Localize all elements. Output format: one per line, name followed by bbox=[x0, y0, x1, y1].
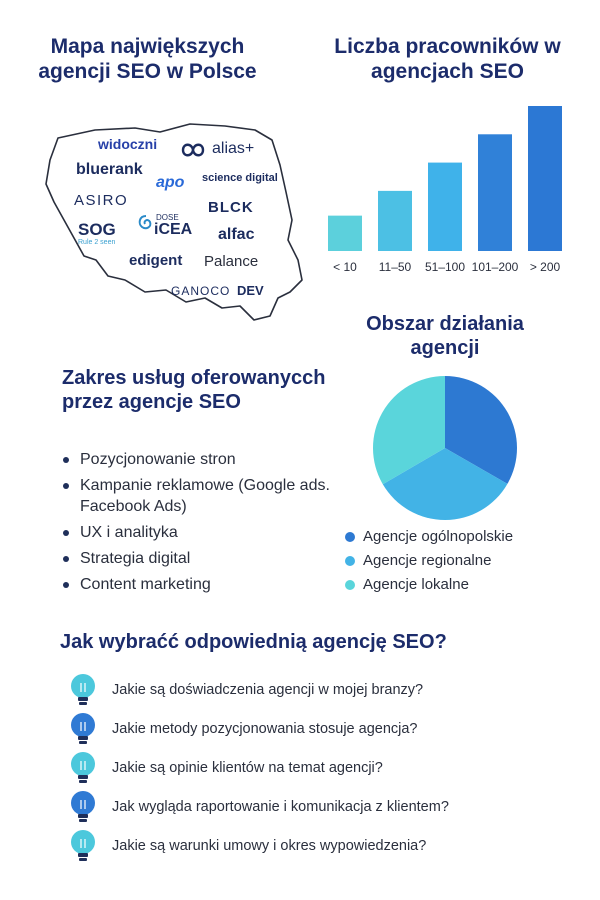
lightbulb-icon bbox=[68, 828, 98, 864]
question-text: Jakie są opinie klientów na temat agencj… bbox=[112, 759, 383, 776]
question-item: Jakie są opinie klientów na temat agencj… bbox=[68, 748, 568, 787]
lightbulb-icon bbox=[68, 672, 98, 708]
pie-slice bbox=[382, 448, 508, 520]
pie-slice bbox=[373, 376, 445, 485]
list-item: Kampanie reklamowe (Google ads. Facebook… bbox=[60, 475, 330, 517]
bar bbox=[478, 134, 512, 251]
legend-swatch bbox=[345, 531, 355, 542]
question-item: Jakie są doświadczenia agencji w mojej b… bbox=[68, 670, 568, 709]
logo-science-digital: science digital bbox=[202, 172, 278, 184]
question-item: Jak wygląda raportowanie i komunikacja z… bbox=[68, 787, 568, 826]
lightbulb-icon bbox=[68, 789, 98, 825]
area-chart-title: Obszar działania agencji bbox=[366, 313, 524, 359]
logo-widoczni: widoczni bbox=[98, 136, 158, 152]
bullet-dot bbox=[63, 556, 69, 562]
employees-chart-title: Liczba pracowników w agencjach SEO bbox=[334, 35, 561, 83]
poland-map: widoczni alias+ bluerank apo science dig… bbox=[40, 120, 320, 330]
list-item: Pozycjonowanie stron bbox=[60, 449, 330, 470]
logo-ganoco: GANOCO bbox=[171, 284, 231, 298]
logo-blck: BLCK bbox=[208, 199, 254, 216]
bar bbox=[428, 162, 462, 251]
bar bbox=[528, 106, 562, 251]
poland-outline bbox=[45, 123, 303, 321]
legend-swatch bbox=[345, 579, 355, 590]
logo-icea: iCEA bbox=[154, 221, 193, 238]
logo-dose: DOSE bbox=[156, 213, 179, 222]
bullet-dot bbox=[63, 582, 69, 588]
swirl-logo-icon bbox=[136, 214, 156, 241]
bullet-dot bbox=[63, 483, 69, 489]
questions-title: Jak wybraćć odpowiednią agencję SEO? bbox=[60, 631, 447, 653]
bar-category-label: < 10 bbox=[333, 260, 357, 274]
logo-alfac: alfac bbox=[218, 226, 255, 243]
question-item: Jakie są warunki umowy i okres wypowiedz… bbox=[68, 826, 568, 865]
bar-category-label: 51–100 bbox=[425, 260, 465, 274]
pie-slice bbox=[445, 376, 517, 484]
bar bbox=[378, 190, 412, 251]
services-list: Pozycjonowanie stron Kampanie reklamowe … bbox=[60, 449, 330, 600]
questions-list: Jakie są doświadczenia agencji w mojej b… bbox=[68, 670, 568, 865]
logo-palance: Palance bbox=[204, 253, 259, 270]
logo-dev: DEV bbox=[237, 283, 264, 298]
bar-category-label: > 200 bbox=[530, 260, 561, 274]
question-text: Jakie są warunki umowy i okres wypowiedz… bbox=[112, 837, 427, 854]
list-item: Strategia digital bbox=[60, 548, 330, 569]
logo-bluerank: bluerank bbox=[76, 161, 143, 178]
logo-asiro: ASIRO bbox=[74, 192, 129, 209]
loop-logo-icon bbox=[178, 140, 208, 165]
legend-item: Agencje ogólnopolskie bbox=[345, 527, 585, 546]
area-pie-chart bbox=[373, 376, 517, 520]
question-text: Jakie są doświadczenia agencji w mojej b… bbox=[112, 681, 424, 698]
logo-sog: SOG bbox=[78, 220, 116, 239]
logo-sog-tagline: Rule 2 seen bbox=[78, 239, 116, 246]
bullet-dot bbox=[63, 530, 69, 536]
logo-alias: alias+ bbox=[212, 140, 255, 157]
employees-bar-chart: < 10 11–50 51–100 101–200 > 200 bbox=[328, 106, 562, 274]
map-title: Mapa największych agencji SEO w Polsce bbox=[38, 35, 257, 83]
question-text: Jakie metody pozycjonowania stosuje agen… bbox=[112, 720, 418, 737]
list-item: Content marketing bbox=[60, 574, 330, 595]
services-title: Zakres usług oferowanycch przez agencje … bbox=[62, 367, 326, 413]
legend-item: Agencje lokalne bbox=[345, 575, 585, 594]
question-text: Jak wygląda raportowanie i komunikacja z… bbox=[112, 798, 449, 815]
pie-legend: Agencje ogólnopolskie Agencje regionalne… bbox=[345, 527, 585, 599]
bar-category-label: 11–50 bbox=[379, 260, 412, 274]
bar bbox=[328, 215, 362, 251]
list-item: UX i analityka bbox=[60, 522, 330, 543]
question-item: Jakie metody pozycjonowania stosuje agen… bbox=[68, 709, 568, 748]
lightbulb-icon bbox=[68, 750, 98, 786]
logo-apo: apo bbox=[156, 174, 185, 191]
legend-swatch bbox=[345, 555, 355, 566]
legend-item: Agencje regionalne bbox=[345, 551, 585, 570]
lightbulb-icon bbox=[68, 711, 98, 747]
bar-category-label: 101–200 bbox=[472, 260, 519, 274]
bullet-dot bbox=[63, 457, 69, 463]
logo-edigent: edigent bbox=[129, 252, 183, 269]
